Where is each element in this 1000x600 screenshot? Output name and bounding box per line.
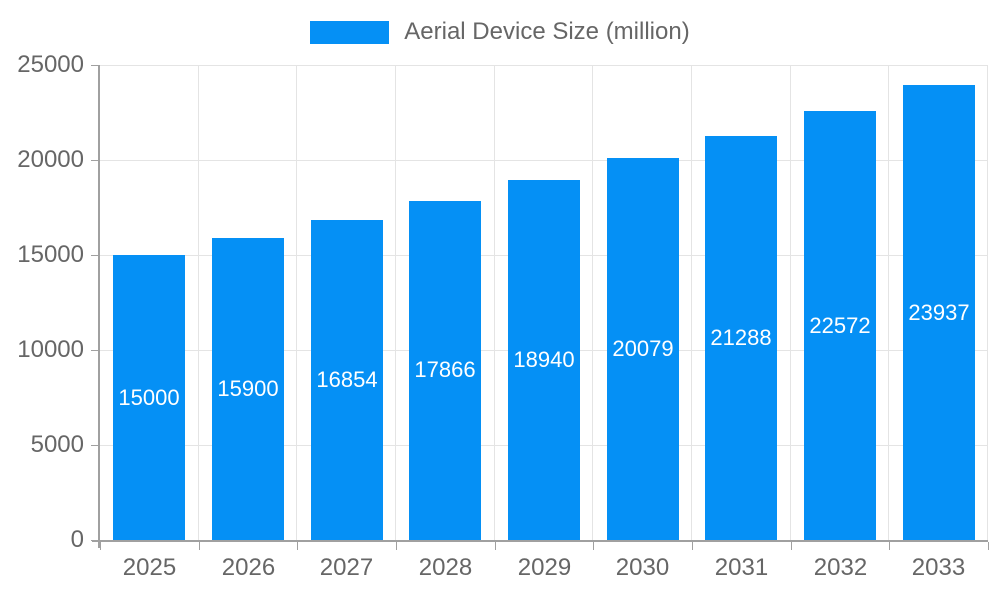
- gridline-vertical-9: [987, 65, 988, 540]
- x-axis-tick-9: [988, 542, 989, 550]
- y-axis-label-10000: 10000: [17, 336, 84, 363]
- x-axis-label-2031: 2031: [714, 554, 769, 581]
- bar-2027[interactable]: [311, 220, 383, 540]
- bar-2030[interactable]: [607, 158, 679, 540]
- y-axis-line: [98, 65, 100, 548]
- x-axis-label-2029: 2029: [517, 554, 572, 581]
- x-axis-tick-5: [593, 542, 594, 550]
- x-axis-label-2025: 2025: [122, 554, 177, 581]
- bar-2031[interactable]: [705, 136, 777, 540]
- gridline-vertical-7: [790, 65, 791, 540]
- chart-legend[interactable]: Aerial Device Size (million): [0, 18, 1000, 46]
- x-axis-line: [92, 540, 988, 542]
- gridline-vertical-8: [888, 65, 889, 540]
- y-axis-label-15000: 15000: [17, 241, 84, 268]
- y-axis-tick-0: [91, 540, 99, 541]
- x-axis-tick-2: [297, 542, 298, 550]
- x-axis-tick-7: [791, 542, 792, 550]
- y-axis-tick-25000: [91, 65, 99, 66]
- x-axis-tick-0: [100, 542, 101, 550]
- gridline-vertical-6: [691, 65, 692, 540]
- x-axis-tick-6: [692, 542, 693, 550]
- x-axis-label-2026: 2026: [221, 554, 276, 581]
- gridline-vertical-5: [592, 65, 593, 540]
- y-axis-label-25000: 25000: [17, 51, 84, 78]
- bar-2028[interactable]: [409, 201, 481, 540]
- x-axis-label-2027: 2027: [319, 554, 374, 581]
- x-axis-label-2028: 2028: [418, 554, 473, 581]
- y-axis-label-20000: 20000: [17, 146, 84, 173]
- bar-2029[interactable]: [508, 180, 580, 540]
- x-axis-label-2032: 2032: [813, 554, 868, 581]
- plot-area: 15000 15900 16854 17866 18940 20079 21288 22572…: [100, 65, 988, 540]
- y-axis-tick-5000: [91, 445, 99, 446]
- gridline-horizontal-25000: [100, 65, 988, 66]
- bar-2026[interactable]: [212, 238, 284, 540]
- gridline-horizontal-20000: [100, 160, 988, 161]
- x-axis-tick-3: [396, 542, 397, 550]
- bar-2032[interactable]: [804, 111, 876, 540]
- gridline-vertical-1: [198, 65, 199, 540]
- y-axis-tick-15000: [91, 255, 99, 256]
- y-axis-label-5000: 5000: [30, 431, 84, 458]
- gridline-vertical-4: [494, 65, 495, 540]
- x-axis-tick-1: [199, 542, 200, 550]
- y-axis-tick-10000: [91, 350, 99, 351]
- legend-swatch-icon[interactable]: [310, 20, 390, 44]
- y-axis-label-0: 0: [70, 526, 84, 553]
- gridline-vertical-2: [296, 65, 297, 540]
- x-axis-label-2030: 2030: [615, 554, 670, 581]
- x-axis-tick-8: [889, 542, 890, 550]
- bar-2033[interactable]: [903, 85, 975, 540]
- legend-label: Aerial Device Size (million): [404, 18, 690, 45]
- bar-2025[interactable]: [113, 255, 185, 540]
- x-axis-tick-4: [495, 542, 496, 550]
- y-axis-tick-20000: [91, 160, 99, 161]
- x-axis-label-2033: 2033: [911, 554, 966, 581]
- gridline-vertical-3: [395, 65, 396, 540]
